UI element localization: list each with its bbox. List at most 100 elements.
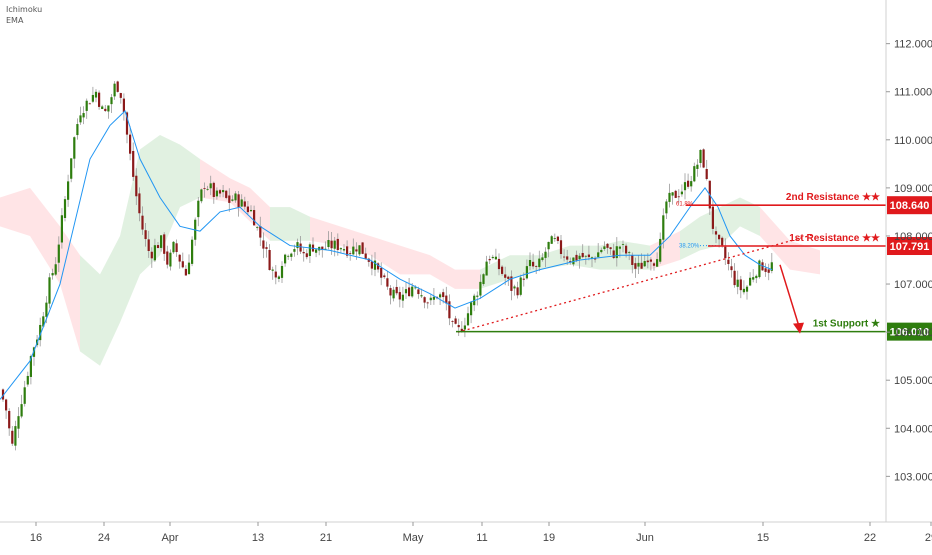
candle-body	[705, 169, 708, 180]
candle-body	[215, 190, 218, 197]
ichimoku-cloud-segment	[160, 135, 180, 256]
level-badge-text: 108.640	[890, 200, 930, 212]
candle-body	[253, 210, 256, 226]
candle-body	[315, 249, 318, 253]
candle-body	[600, 249, 603, 253]
candle-body	[70, 158, 73, 179]
candle-body	[634, 263, 637, 269]
candle-body	[501, 266, 504, 274]
y-tick-label: 112.000	[894, 39, 932, 51]
candle-body	[559, 240, 563, 255]
y-tick-label: 105.000	[894, 375, 932, 387]
candle-body	[643, 261, 646, 267]
x-tick-label: 22	[864, 532, 876, 544]
candle-body	[218, 190, 222, 194]
candle-body	[237, 194, 240, 208]
candle-body	[259, 225, 262, 238]
candle-body	[683, 182, 687, 191]
x-tick-label: 15	[757, 532, 769, 544]
candle-body	[339, 248, 342, 250]
candle-body	[556, 236, 559, 241]
candle-body	[569, 261, 572, 263]
candle-body	[677, 196, 680, 198]
indicator-label-ichimoku: Ichimoku	[6, 5, 43, 14]
candle-body	[668, 192, 671, 202]
ichimoku-cloud-segment	[480, 255, 510, 289]
ichimoku-cloud-segment	[570, 245, 600, 270]
candle-body	[733, 270, 736, 286]
candle-body	[566, 256, 569, 260]
candle-body	[370, 261, 373, 269]
candle-body	[135, 175, 138, 197]
candle-body	[150, 251, 153, 259]
candle-body	[178, 254, 181, 262]
candle-body	[745, 286, 749, 292]
candle-body	[54, 264, 57, 275]
candle-body	[494, 256, 497, 260]
candle-body	[603, 246, 606, 250]
candle-body	[621, 244, 625, 245]
candle-body	[122, 98, 125, 112]
candle-body	[377, 263, 380, 270]
candle-body	[169, 252, 172, 267]
candle-body	[246, 206, 249, 213]
ichimoku-cloud-segment	[60, 226, 80, 352]
candle-body	[147, 239, 150, 251]
candle-body	[730, 266, 733, 271]
ichimoku-cloud-segment	[720, 197, 740, 246]
candle-body	[361, 242, 364, 254]
x-tick-label: 11	[476, 532, 487, 544]
ichimoku-cloud-segment	[100, 235, 120, 366]
candle-body	[423, 297, 426, 303]
candle-body	[739, 279, 742, 291]
candle-body	[652, 263, 656, 266]
candle-body	[572, 257, 575, 265]
candle-body	[504, 274, 507, 278]
candle-body	[175, 243, 178, 253]
candle-body	[550, 236, 553, 244]
candle-body	[724, 246, 727, 259]
candle-body	[240, 199, 243, 207]
candle-body	[628, 252, 631, 254]
candle-body	[507, 276, 510, 279]
candle-body	[395, 286, 398, 294]
candle-body	[386, 278, 389, 287]
candle-body	[457, 325, 460, 328]
candle-body	[482, 274, 485, 285]
candle-body	[197, 200, 200, 218]
candle-body	[597, 252, 600, 258]
candle-body	[662, 215, 665, 240]
candle-body	[5, 399, 8, 411]
candle-body	[23, 387, 26, 404]
candle-body	[32, 347, 36, 357]
candle-body	[141, 215, 144, 230]
ichimoku-cloud-segment	[30, 187, 60, 285]
y-tick-label: 107.000	[894, 279, 932, 291]
ichimoku-cloud-segment	[310, 216, 340, 246]
candle-body	[389, 288, 392, 296]
trendline[interactable]	[457, 234, 813, 333]
candle-body	[373, 260, 377, 270]
candle-body	[544, 251, 547, 258]
candle-body	[680, 191, 683, 195]
candle-body	[429, 297, 432, 301]
candle-body	[73, 137, 76, 159]
ichimoku-cloud-segment	[120, 149, 140, 323]
x-tick-label: 24	[98, 532, 110, 544]
x-tick-label: 13	[252, 532, 264, 544]
candle-body	[408, 287, 411, 297]
candle-body	[637, 262, 640, 267]
candle-body	[91, 94, 94, 102]
candle-body	[770, 262, 773, 271]
candle-body	[280, 265, 284, 278]
candle-body	[532, 261, 535, 267]
candle-body	[8, 410, 11, 429]
x-tick-label: 21	[320, 532, 332, 544]
candle-body	[290, 253, 293, 257]
candle-body	[212, 182, 215, 197]
ichimoku-cloud-segment	[790, 240, 820, 275]
candle-body	[671, 192, 674, 196]
candle-body	[742, 288, 745, 293]
